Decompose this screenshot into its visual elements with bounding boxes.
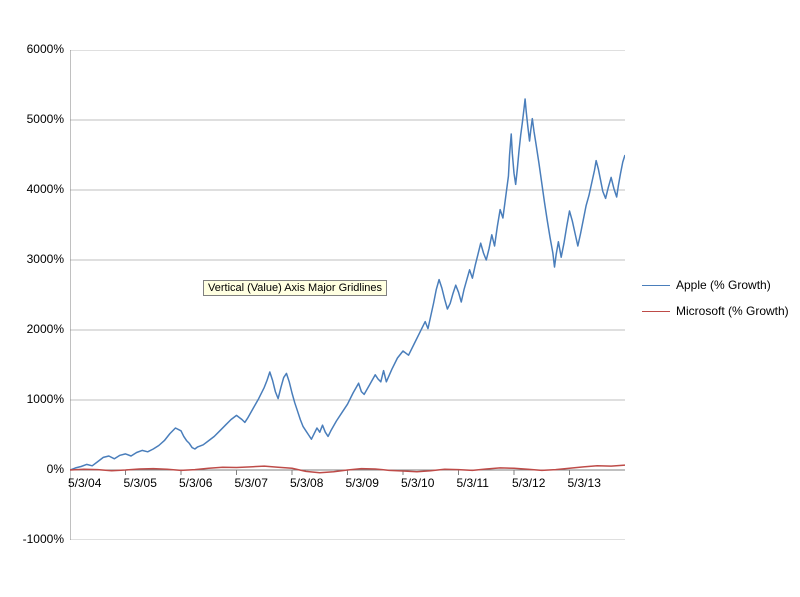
gridlines-tooltip: Vertical (Value) Axis Major Gridlines — [203, 280, 387, 296]
y-tick-label: 0% — [47, 462, 64, 476]
legend-item-microsoft: Microsoft (% Growth) — [642, 304, 789, 318]
legend-swatch-apple — [642, 285, 670, 286]
y-tick-label: 2000% — [27, 322, 64, 336]
x-tick-label: 5/3/09 — [346, 476, 379, 490]
x-tick-label: 5/3/12 — [512, 476, 545, 490]
x-tick-label: 5/3/11 — [457, 476, 489, 490]
x-tick-label: 5/3/10 — [401, 476, 434, 490]
legend-label-apple: Apple (% Growth) — [676, 278, 771, 292]
legend: Apple (% Growth) Microsoft (% Growth) — [642, 278, 789, 330]
x-tick-label: 5/3/05 — [124, 476, 157, 490]
legend-item-apple: Apple (% Growth) — [642, 278, 789, 292]
x-tick-label: 5/3/13 — [568, 476, 601, 490]
x-tick-label: 5/3/08 — [290, 476, 323, 490]
x-tick-label: 5/3/07 — [235, 476, 268, 490]
y-tick-label: 5000% — [27, 112, 64, 126]
y-tick-label: 1000% — [27, 392, 64, 406]
legend-swatch-microsoft — [642, 311, 670, 312]
y-tick-label: 3000% — [27, 252, 64, 266]
y-tick-label: 6000% — [27, 42, 64, 56]
y-tick-label: 4000% — [27, 182, 64, 196]
x-tick-label: 5/3/06 — [179, 476, 212, 490]
chart-frame: -1000% 0% 1000% 2000% 3000% 4000% 5000% 6000% 5… — [0, 0, 800, 597]
x-tick-label: 5/3/04 — [68, 476, 101, 490]
y-tick-label: -1000% — [23, 532, 64, 546]
legend-label-microsoft: Microsoft (% Growth) — [676, 304, 789, 318]
